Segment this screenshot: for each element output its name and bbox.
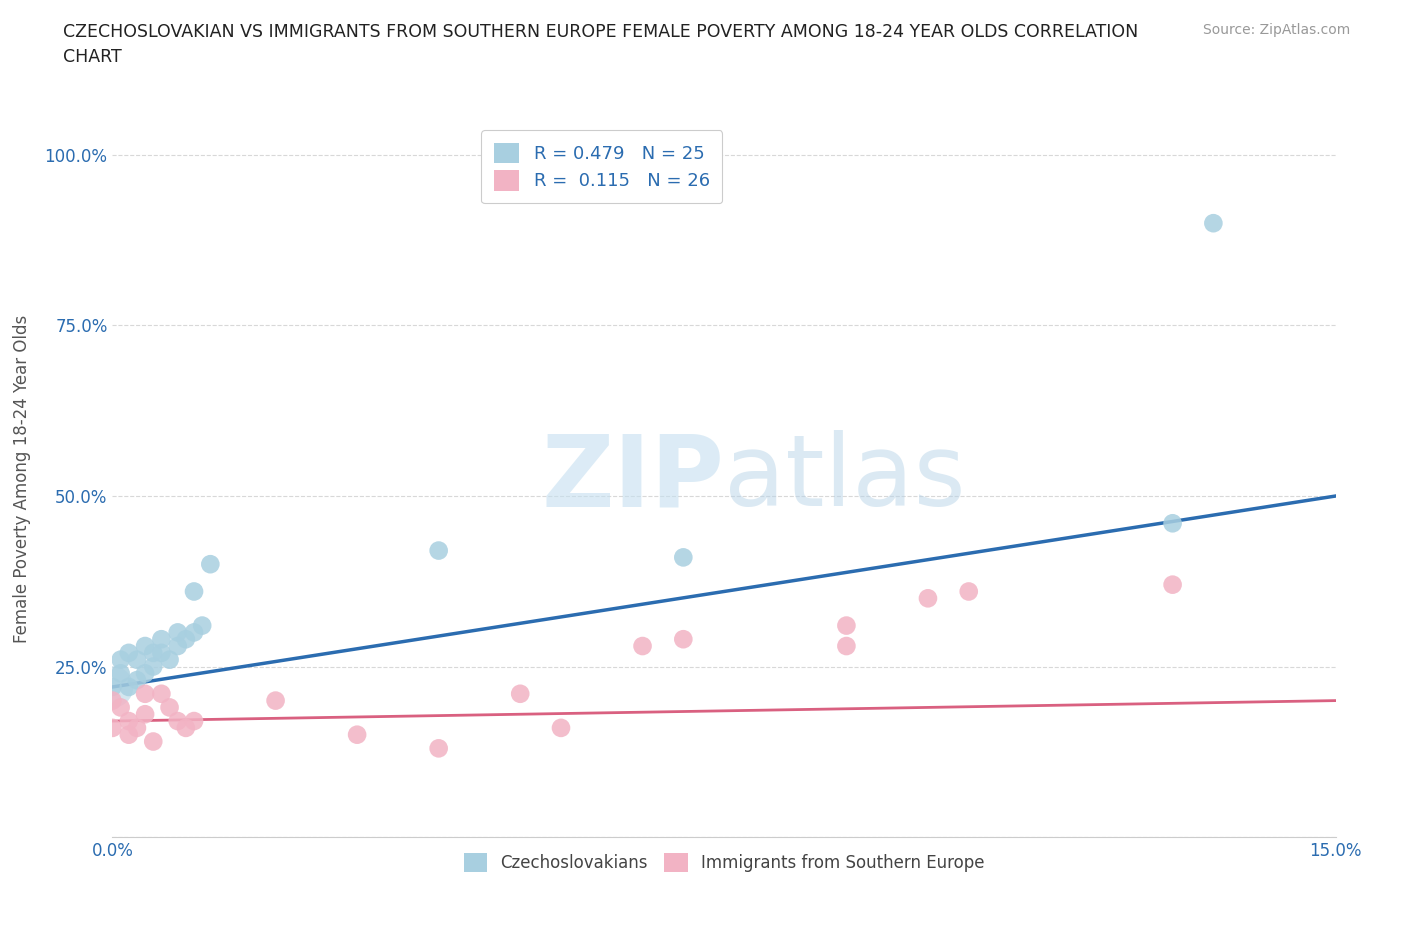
Point [957, 584, 980, 599]
Point [118, 680, 141, 695]
Point [672, 550, 695, 565]
Point [118, 727, 141, 742]
Point [183, 584, 205, 599]
Point [150, 631, 173, 646]
Y-axis label: Female Poverty Among 18-24 Year Olds: Female Poverty Among 18-24 Year Olds [13, 315, 31, 643]
Point [101, 721, 124, 736]
Point [183, 713, 205, 728]
Text: ZIP: ZIP [541, 431, 724, 527]
Point [142, 734, 165, 749]
Point [134, 707, 156, 722]
Point [631, 639, 654, 654]
Point [125, 652, 148, 667]
Point [110, 700, 132, 715]
Text: Source: ZipAtlas.com: Source: ZipAtlas.com [1202, 23, 1350, 37]
Point [101, 680, 124, 695]
Point [150, 686, 173, 701]
Point [166, 713, 188, 728]
Point [142, 645, 165, 660]
Point [101, 680, 124, 695]
Point [125, 672, 148, 687]
Legend: Czechoslovakians, Immigrants from Southern Europe: Czechoslovakians, Immigrants from Southe… [454, 844, 994, 883]
Point [264, 693, 287, 708]
Point [118, 713, 141, 728]
Point [917, 591, 939, 605]
Point [1202, 216, 1225, 231]
Point [101, 693, 124, 708]
Point [183, 625, 205, 640]
Point [110, 652, 132, 667]
Point [110, 666, 132, 681]
Point [835, 639, 858, 654]
Point [1161, 516, 1184, 531]
Text: atlas: atlas [724, 431, 966, 527]
Point [134, 686, 156, 701]
Point [509, 686, 531, 701]
Point [134, 639, 156, 654]
Point [191, 618, 214, 633]
Point [166, 625, 188, 640]
Point [159, 700, 181, 715]
Point [346, 727, 368, 742]
Point [142, 659, 165, 674]
Point [835, 618, 858, 633]
Point [159, 652, 181, 667]
Point [550, 721, 572, 736]
Point [174, 721, 197, 736]
Point [166, 639, 188, 654]
Text: CZECHOSLOVAKIAN VS IMMIGRANTS FROM SOUTHERN EUROPE FEMALE POVERTY AMONG 18-24 YE: CZECHOSLOVAKIAN VS IMMIGRANTS FROM SOUTH… [63, 23, 1139, 66]
Point [174, 631, 197, 646]
Point [150, 645, 173, 660]
Point [125, 721, 148, 736]
Point [427, 543, 450, 558]
Point [427, 741, 450, 756]
Point [1161, 578, 1184, 592]
Point [672, 631, 695, 646]
Point [118, 645, 141, 660]
Point [200, 557, 222, 572]
Point [134, 666, 156, 681]
